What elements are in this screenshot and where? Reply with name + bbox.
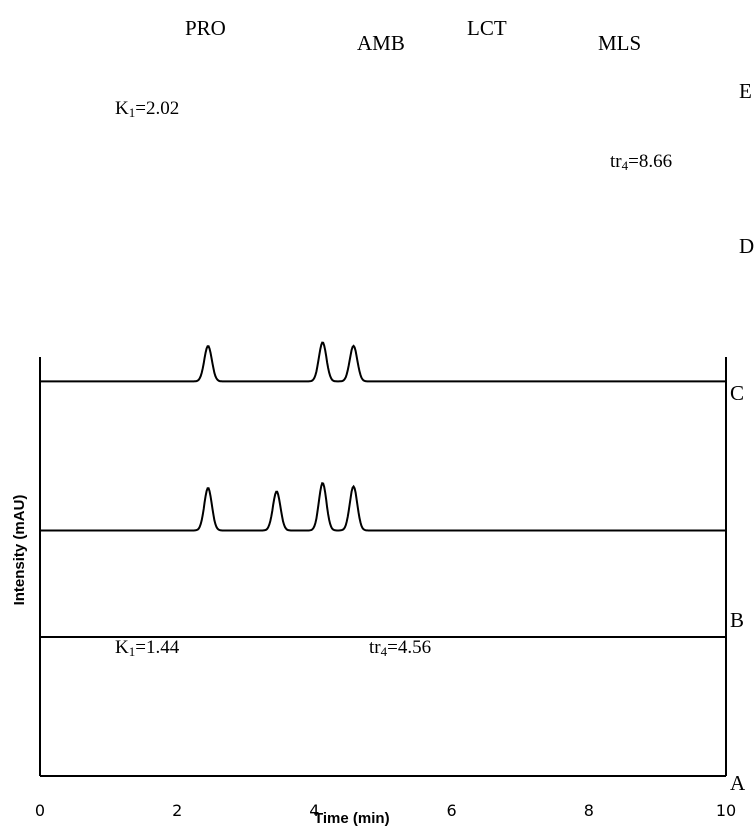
trace-label-d: D bbox=[739, 234, 755, 258]
annotation-tr4-lower-base: tr bbox=[369, 637, 381, 658]
trace-label-b: B bbox=[730, 608, 745, 632]
x-tick-label: 8 bbox=[584, 801, 594, 820]
trace-c-line bbox=[40, 341, 726, 383]
annotation-tr4-upper: tr4=8.66 bbox=[610, 152, 672, 172]
annotation-k1-lower-sub: 1 bbox=[128, 644, 136, 659]
annotation-tr4-upper-value: =8.66 bbox=[628, 151, 673, 172]
x-tick-label: 6 bbox=[447, 801, 457, 820]
annotation-k1-upper-value: =2.02 bbox=[135, 98, 180, 119]
trace-label-e: E bbox=[739, 79, 752, 103]
x-tick-label: 2 bbox=[172, 801, 182, 820]
x-tick-label: 0 bbox=[35, 801, 45, 820]
trace-label-c: C bbox=[730, 381, 745, 405]
annotation-k1-lower-value: =1.44 bbox=[135, 637, 180, 658]
annotation-k1-upper-base: K bbox=[115, 98, 129, 119]
annotation-tr4-lower-value: =4.56 bbox=[387, 637, 432, 658]
annotation-tr4-upper-sub: 4 bbox=[621, 158, 629, 173]
label-pro: PRO bbox=[185, 16, 226, 40]
annotation-tr4-lower-sub: 4 bbox=[380, 644, 388, 659]
annotation-k1-upper: K1=2.02 bbox=[115, 99, 179, 119]
x-tick-label: 4 bbox=[309, 801, 319, 820]
x-axis-title: Time (min) bbox=[314, 810, 390, 827]
y-axis-title: Intensity (mAU) bbox=[11, 495, 28, 606]
annotation-tr4-lower: tr4=4.56 bbox=[369, 638, 431, 658]
annotation-tr4-upper-base: tr bbox=[610, 151, 622, 172]
label-mls: MLS bbox=[598, 31, 642, 55]
x-tick-label: 10 bbox=[716, 801, 736, 820]
trace-label-a: A bbox=[730, 771, 746, 795]
annotation-k1-lower-base: K bbox=[115, 637, 129, 658]
annotation-k1-upper-sub: 1 bbox=[128, 105, 136, 120]
trace-b-line bbox=[40, 481, 726, 532]
x-tick-labels: 0 2 4 6 8 10 bbox=[35, 801, 736, 820]
label-lct: LCT bbox=[467, 16, 507, 40]
label-amb: AMB bbox=[357, 31, 405, 55]
annotation-k1-lower: K1=1.44 bbox=[115, 638, 179, 658]
